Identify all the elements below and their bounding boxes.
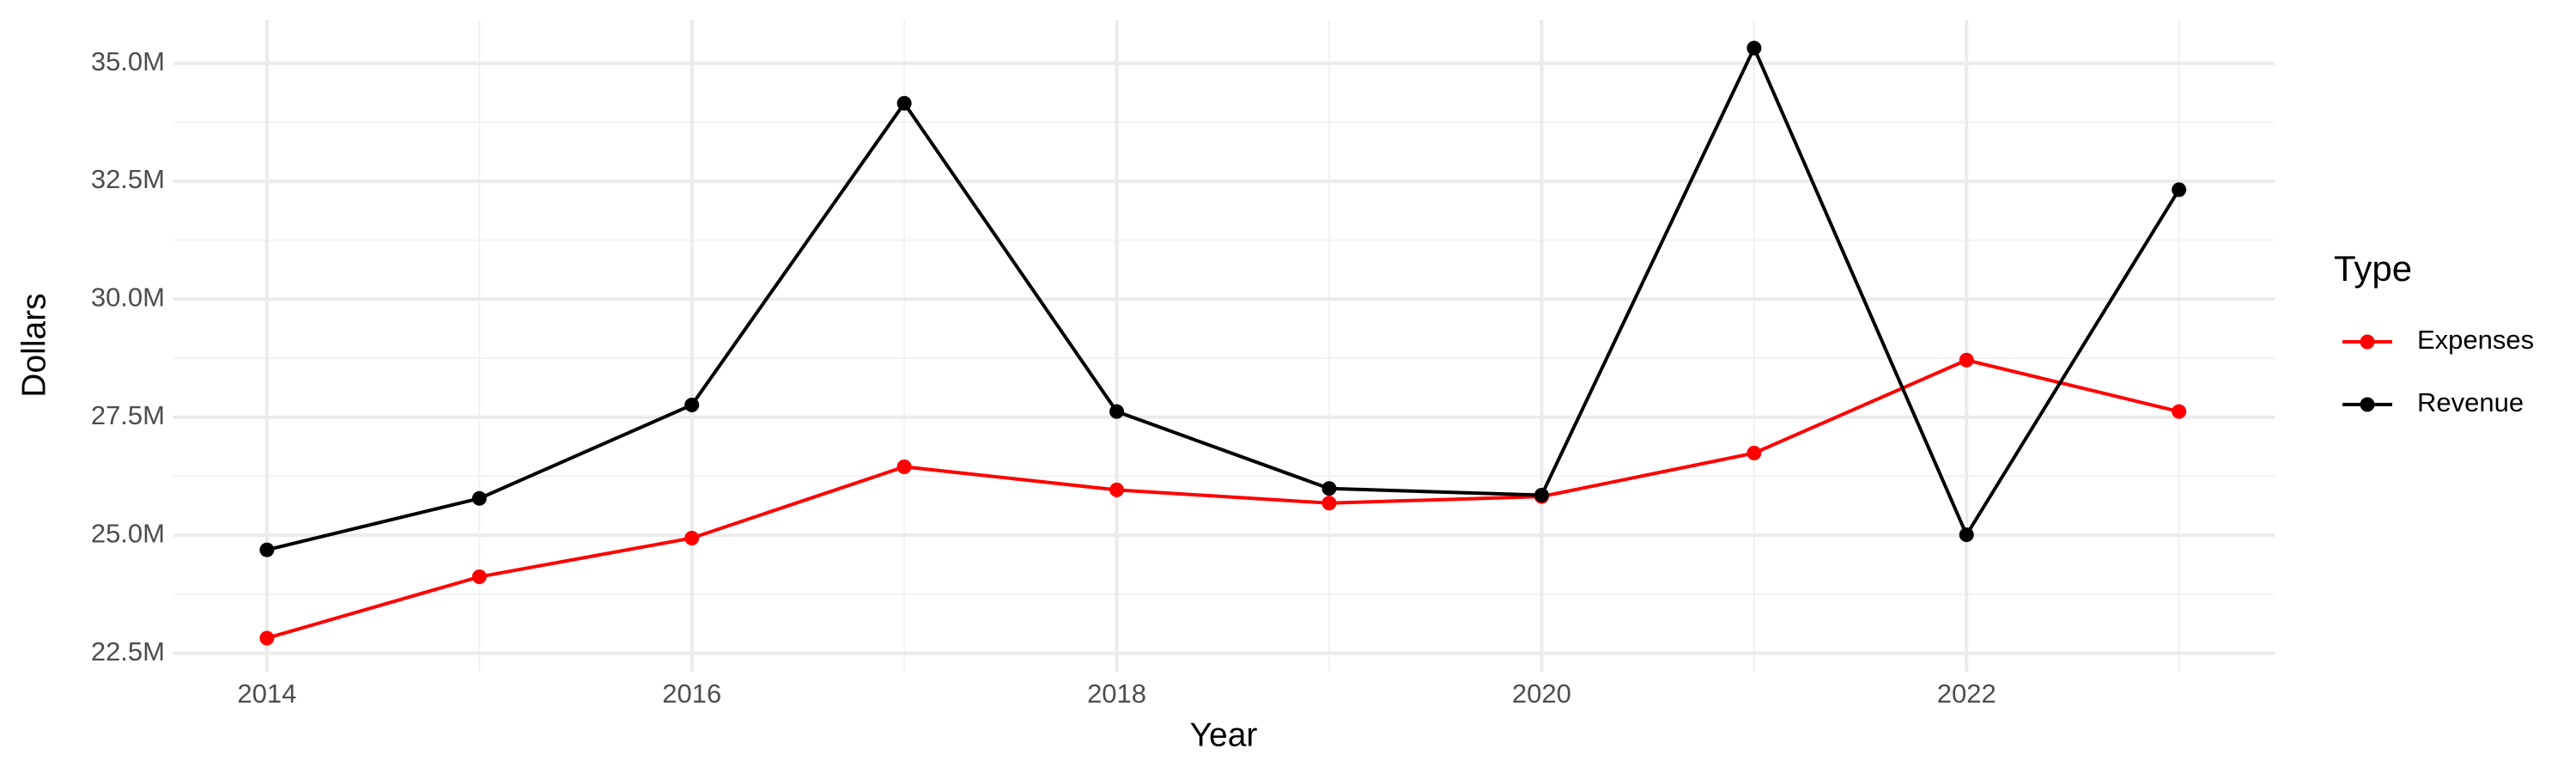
legend-label: Revenue <box>2417 387 2524 417</box>
grid <box>173 20 2275 672</box>
x-tick-label: 2022 <box>1937 679 1996 709</box>
y-tick-label: 32.5M <box>91 164 165 194</box>
data-point <box>2172 182 2187 198</box>
data-point <box>259 542 275 557</box>
data-point <box>896 95 912 111</box>
y-axis-title: Dollars <box>15 293 52 397</box>
y-tick-label: 30.0M <box>91 283 165 313</box>
x-tick-label: 2018 <box>1087 679 1146 709</box>
series-line <box>266 358 2180 640</box>
legend-label: Expenses <box>2417 325 2534 355</box>
y-tick-label: 22.5M <box>91 636 165 666</box>
legend-title: Type <box>2334 248 2412 289</box>
data-point <box>896 459 912 474</box>
data-point <box>259 630 275 646</box>
data-point <box>1109 482 1125 497</box>
data-point <box>1747 40 1762 56</box>
data-point <box>1747 446 1762 461</box>
y-tick-label: 27.5M <box>91 400 165 430</box>
x-tick-label: 2014 <box>237 679 296 709</box>
data-point <box>1959 527 1974 543</box>
data-point <box>684 530 700 545</box>
legend-key-point <box>2360 334 2375 350</box>
y-tick-label: 25.0M <box>91 518 165 548</box>
data-point <box>1534 487 1549 502</box>
data-point <box>1321 481 1337 496</box>
data-point <box>1109 404 1125 419</box>
series-line <box>266 44 2181 552</box>
data-point <box>471 490 487 506</box>
x-tick-label: 2020 <box>1512 679 1571 709</box>
data-point <box>471 569 487 585</box>
data-point <box>1959 352 1974 368</box>
data-point <box>1321 496 1337 511</box>
legend-key-point <box>2360 397 2375 412</box>
x-tick-label: 2016 <box>662 679 721 709</box>
data-point <box>684 397 700 412</box>
x-axis-title: Year <box>1190 716 1258 753</box>
data-point <box>2172 404 2187 419</box>
y-tick-label: 35.0M <box>91 46 165 76</box>
